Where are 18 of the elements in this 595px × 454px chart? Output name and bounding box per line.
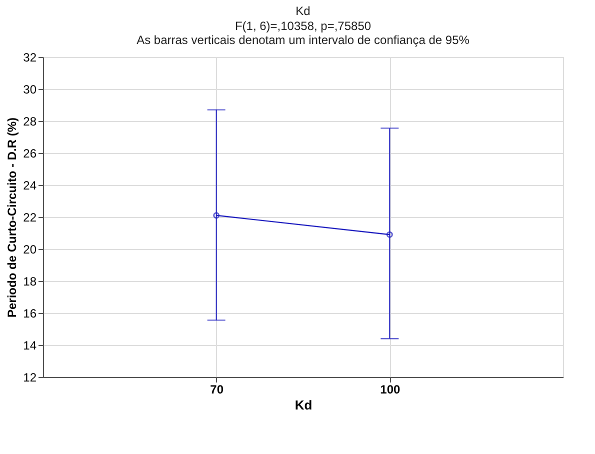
x-axis-title: Kd	[294, 398, 312, 412]
chart-title: Kd	[296, 4, 310, 18]
y-axis-title: Periodo de Curto-Circuito - D.R (%)	[5, 118, 20, 318]
text: As barras verticais denotam um intervalo de confiança de 95%	[136, 33, 470, 47]
y-tick-label: 12	[23, 370, 37, 384]
y-tick-label: 28	[23, 114, 37, 128]
y-tick-label: 22	[23, 210, 37, 224]
text: F(1, 6)=,10358, p=,75850	[234, 19, 372, 33]
x-tick-label: 70	[210, 382, 224, 396]
x-tick-label: 100	[380, 382, 400, 396]
y-tick-label: 30	[23, 82, 37, 96]
y-tick-label: 26	[23, 146, 37, 160]
y-tick-label: 18	[23, 274, 37, 288]
y-tick-label: 24	[23, 178, 37, 192]
y-tick-label: 32	[23, 50, 37, 64]
y-tick-label: 14	[23, 338, 37, 352]
y-tick-label: 20	[23, 242, 37, 256]
y-tick-label: 16	[23, 306, 37, 320]
